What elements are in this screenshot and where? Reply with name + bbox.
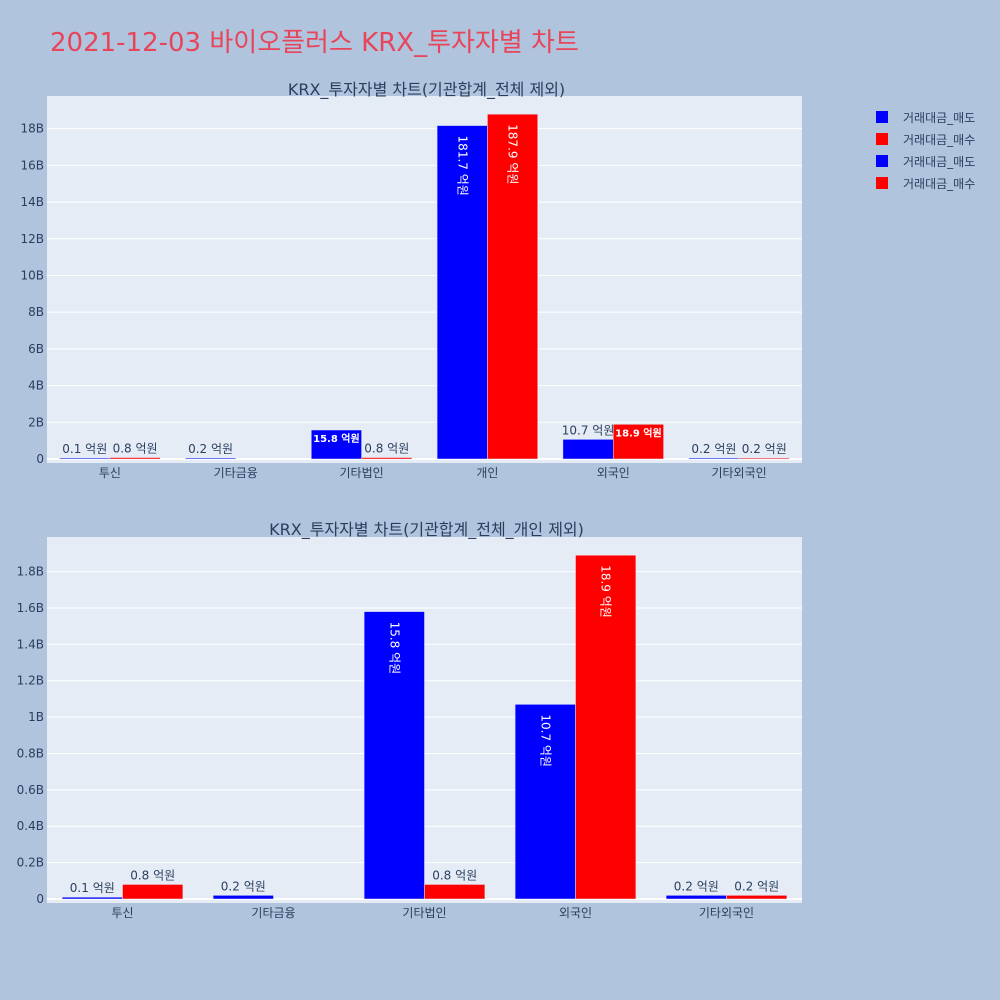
bar <box>212 895 274 900</box>
y-tick-label: 0 <box>36 452 44 466</box>
y-tick-label: 16B <box>20 158 44 172</box>
chart-title: KRX_투자자별 차트(기관합계_전체_개인 제외) <box>269 520 584 540</box>
data-label: 0.1 억원 <box>62 442 107 456</box>
data-label: 10.7 억원 <box>538 714 552 767</box>
data-label: 0.2 억원 <box>734 879 779 893</box>
legend-swatch <box>876 155 888 167</box>
x-tick-label: 외국인 <box>597 466 630 480</box>
x-tick-label: 기타외국인 <box>711 466 766 480</box>
x-tick-label: 기타금융 <box>214 466 258 480</box>
data-label: 18.9 억원 <box>599 565 613 618</box>
y-tick-label: 2B <box>28 415 44 429</box>
bar <box>361 457 413 460</box>
bar <box>514 704 576 900</box>
x-tick-label: 투신 <box>99 466 121 480</box>
data-label: 18.9 억원 <box>615 426 662 439</box>
y-tick-label: 6B <box>28 342 44 356</box>
legend-item[interactable]: 거래대금_매수 <box>876 172 975 194</box>
bar <box>562 439 614 460</box>
y-tick-label: 1.4B <box>17 637 44 651</box>
data-label: 0.8 억원 <box>364 442 409 456</box>
chart-title: KRX_투자자별 차트(기관합계_전체 제외) <box>288 80 565 100</box>
x-tick-label: 기타법인 <box>402 906 446 920</box>
bar <box>122 884 184 900</box>
y-tick-label: 0.2B <box>17 856 44 870</box>
data-label: 181.7 억원 <box>455 136 469 196</box>
bar <box>185 457 237 460</box>
bar <box>575 554 637 900</box>
data-label: 187.9 억원 <box>506 124 520 184</box>
bar <box>311 429 362 460</box>
data-label: 0.2 억원 <box>742 442 787 456</box>
bar <box>726 895 788 900</box>
y-tick-label: 10B <box>20 268 44 282</box>
legend-swatch <box>876 111 888 123</box>
y-tick-label: 0 <box>36 892 44 906</box>
y-tick-label: 0.6B <box>17 783 44 797</box>
y-tick-label: 4B <box>28 379 44 393</box>
y-tick-label: 1B <box>28 710 44 724</box>
y-tick-label: 0.4B <box>17 819 44 833</box>
data-label: 0.8 억원 <box>130 868 175 882</box>
bar <box>363 611 425 900</box>
bar <box>109 457 161 460</box>
y-tick-label: 8B <box>28 305 44 319</box>
y-tick-label: 12B <box>20 232 44 246</box>
bar <box>613 424 664 460</box>
legend-item[interactable]: 거래대금_매도 <box>876 150 975 172</box>
bar <box>665 895 727 900</box>
x-tick-label: 기타금융 <box>251 906 295 920</box>
data-label: 0.8 억원 <box>113 442 158 456</box>
legend-swatch <box>876 133 888 145</box>
x-tick-label: 개인 <box>476 466 498 480</box>
bar <box>424 884 486 900</box>
y-tick-label: 1.8B <box>17 565 44 579</box>
data-label: 0.2 억원 <box>691 442 736 456</box>
bar <box>59 457 111 460</box>
data-label: 0.2 억원 <box>674 879 719 893</box>
bar <box>688 457 740 460</box>
y-tick-label: 14B <box>20 195 44 209</box>
legend-label: 거래대금_매도 <box>903 110 976 125</box>
legend-label: 거래대금_매수 <box>903 176 976 191</box>
legend-item[interactable]: 거래대금_매도 <box>876 106 975 128</box>
data-label: 15.8 억원 <box>313 432 360 445</box>
y-tick-label: 1.6B <box>17 601 44 615</box>
page-title: 2021-12-03 바이오플러스 KRX_투자자별 차트 <box>50 28 579 58</box>
x-tick-label: 기타외국인 <box>699 906 754 920</box>
data-label: 0.2 억원 <box>221 879 266 893</box>
legend-label: 거래대금_매수 <box>903 132 976 147</box>
plot-area <box>47 96 802 463</box>
data-label: 0.2 억원 <box>188 442 233 456</box>
legend-item[interactable]: 거래대금_매수 <box>876 128 975 150</box>
legend-swatch <box>876 177 888 189</box>
data-label: 0.1 억원 <box>70 881 115 895</box>
y-tick-label: 18B <box>20 122 44 136</box>
bar <box>738 457 790 460</box>
data-label: 15.8 억원 <box>387 622 401 675</box>
data-label: 0.8 억원 <box>432 868 477 882</box>
x-tick-label: 투신 <box>111 906 133 920</box>
x-tick-label: 외국인 <box>559 906 592 920</box>
bar <box>436 125 488 460</box>
data-label: 10.7 억원 <box>562 423 615 437</box>
y-tick-label: 0.8B <box>17 746 44 760</box>
bar <box>61 896 123 900</box>
bar <box>487 113 538 460</box>
y-tick-label: 1.2B <box>17 674 44 688</box>
legend[interactable]: 거래대금_매도 거래대금_매수 거래대금_매도 거래대금_매수 <box>876 106 975 194</box>
legend-label: 거래대금_매도 <box>903 154 976 169</box>
x-tick-label: 기타법인 <box>339 466 383 480</box>
